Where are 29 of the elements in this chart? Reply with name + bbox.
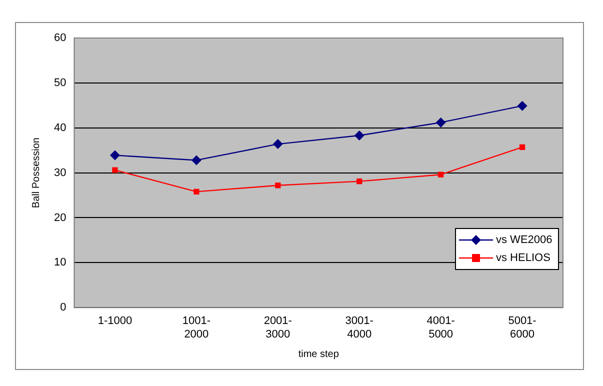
x-tick-label: 4001- 5000 [426,315,456,340]
point [275,182,281,188]
y-tick-label: 40 [54,122,66,134]
y-tick-label: 30 [54,166,66,179]
x-tick-label: 1001- 2000 [182,315,211,340]
point [354,130,364,141]
y-tick-label: 20 [54,212,66,224]
point [517,100,528,111]
y-tick-label: 60 [54,32,66,44]
x-tick-label: 5001- 6000 [508,315,537,340]
legend-label: vs HELIOS [496,252,550,264]
point [356,178,362,184]
point [438,172,444,178]
point [519,144,526,150]
y-axis-title: Ball Possession [30,138,42,208]
point [110,150,120,160]
x-tick-label: 3001- 4000 [345,315,374,340]
point [112,167,118,173]
point [272,139,283,150]
x-tick-label: 2001- 3000 [264,315,292,340]
y-tick-label: 10 [54,256,66,269]
y-tick-label: 0 [60,302,66,314]
point [194,188,200,194]
point [191,155,202,166]
y-tick-label: 50 [54,76,66,89]
x-axis-title: time step [298,348,340,360]
legend-label: vs WE2006 [496,234,552,246]
x-tick-label: 1-1000 [98,315,132,328]
point [436,117,446,128]
